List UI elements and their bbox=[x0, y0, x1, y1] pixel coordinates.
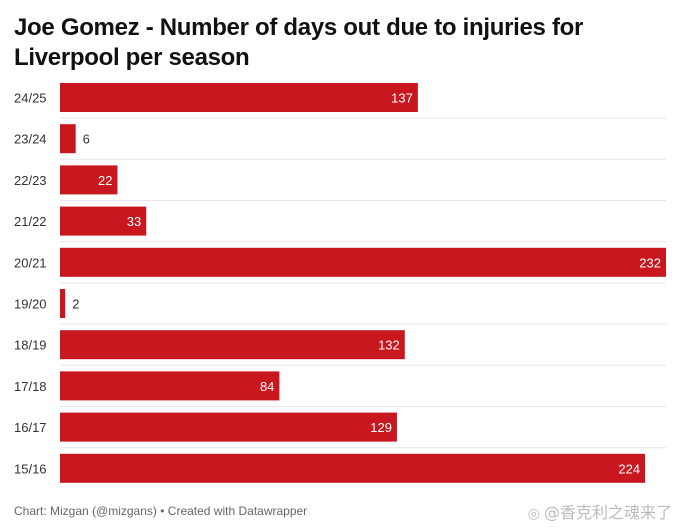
bar bbox=[60, 289, 66, 318]
bar bbox=[60, 124, 76, 154]
bar bbox=[60, 412, 397, 442]
category-label: 18/19 bbox=[14, 338, 47, 353]
chart-footer: Chart: Mizgan (@mizgans) • Created with … bbox=[14, 504, 307, 518]
weibo-icon: ◎ bbox=[527, 506, 540, 522]
footer-credit: Chart: Mizgan (@mizgans) bbox=[14, 504, 157, 518]
value-label: 129 bbox=[370, 420, 392, 435]
category-label: 16/17 bbox=[14, 420, 47, 435]
value-label: 84 bbox=[260, 379, 274, 394]
bar bbox=[60, 206, 147, 236]
bar bbox=[60, 165, 118, 195]
category-label: 22/23 bbox=[14, 173, 47, 188]
value-label: 22 bbox=[98, 173, 112, 188]
value-label: 6 bbox=[83, 132, 90, 147]
category-label: 15/16 bbox=[14, 461, 47, 476]
watermark-text: @香克利之魂来了 bbox=[543, 503, 672, 522]
value-label: 232 bbox=[639, 255, 661, 270]
value-label: 137 bbox=[391, 91, 413, 106]
value-label: 2 bbox=[72, 297, 79, 312]
category-label: 24/25 bbox=[14, 91, 47, 106]
category-label: 23/24 bbox=[14, 132, 47, 147]
category-label: 19/20 bbox=[14, 297, 47, 312]
chart-title: Joe Gomez - Number of days out due to in… bbox=[14, 14, 584, 71]
category-label: 17/18 bbox=[14, 379, 47, 394]
bar bbox=[60, 330, 405, 360]
category-label: 21/22 bbox=[14, 214, 47, 229]
bar bbox=[60, 453, 646, 483]
bar bbox=[60, 371, 280, 401]
bar bbox=[60, 83, 418, 112]
category-label: 20/21 bbox=[14, 255, 47, 270]
value-label: 33 bbox=[127, 214, 141, 229]
footer-created: Created with Datawrapper bbox=[167, 504, 308, 518]
value-label: 224 bbox=[618, 461, 640, 476]
bar bbox=[60, 247, 666, 277]
value-label: 132 bbox=[378, 338, 400, 353]
watermark: ◎ @香克利之魂来了 bbox=[528, 499, 672, 523]
footer-separator: • bbox=[160, 504, 165, 518]
